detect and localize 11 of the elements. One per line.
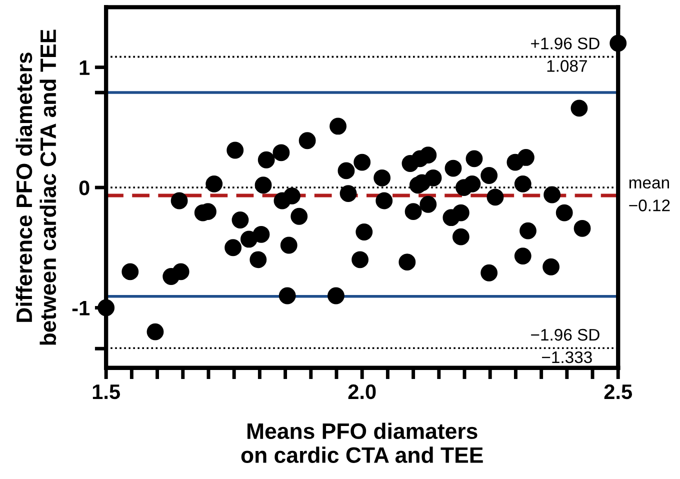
x-tick-label: 1.5 <box>92 384 120 400</box>
y-tick-label: 1 <box>80 60 90 75</box>
x-tick-label: 2.0 <box>348 384 376 400</box>
y-axis-title: Difference PFO diameters between cardiac CTA and TEE <box>16 30 56 345</box>
x-axis-title: Means PFO diamaters on cardic CTA and TEE <box>241 422 483 463</box>
y-tick-label: 0 <box>79 180 90 196</box>
y-tick-label: -1 <box>72 300 90 316</box>
x-tick-label: 2.5 <box>604 384 632 400</box>
ref-line-label: +1.96 SD 1.087 <box>531 38 600 72</box>
ref-line-label: −1.96 SD −1.333 <box>531 328 600 364</box>
ref-line-label: mean −0.12 <box>629 179 670 212</box>
